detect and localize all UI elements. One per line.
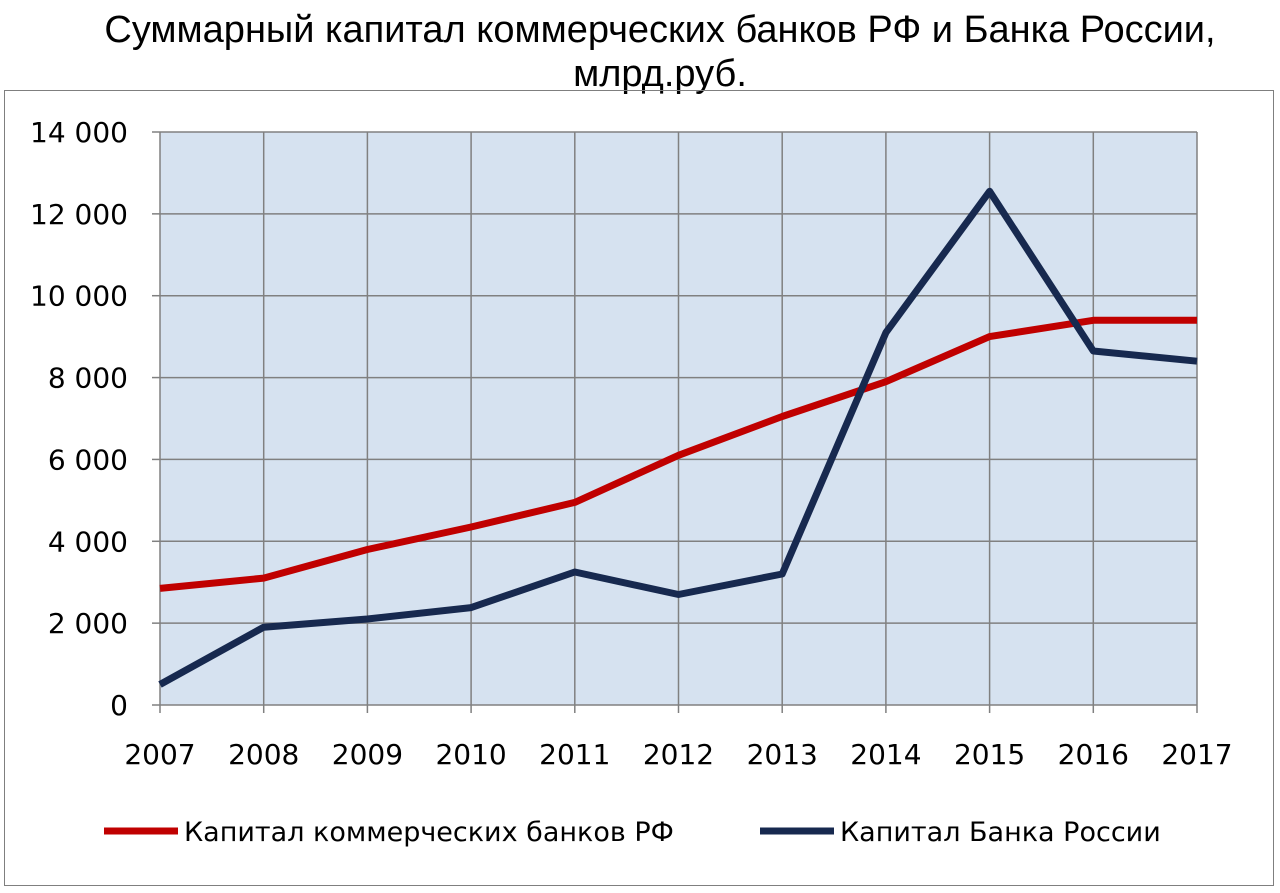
y-tick-label: 14 000 bbox=[30, 116, 128, 149]
y-tick-label: 0 bbox=[110, 689, 128, 722]
y-tick-label: 4 000 bbox=[48, 525, 128, 558]
x-tick-label: 2016 bbox=[1058, 738, 1129, 771]
chart-title-line2: млрд.руб. bbox=[573, 53, 747, 95]
legend-label-2: Капитал Банка России bbox=[840, 817, 1161, 848]
x-tick-label: 2017 bbox=[1161, 738, 1232, 771]
x-tick-label: 2010 bbox=[435, 738, 506, 771]
series-lines bbox=[158, 187, 1198, 688]
chart-title: Суммарный капитал коммерческих банков РФ… bbox=[0, 8, 1280, 96]
series-line-2 bbox=[158, 187, 1198, 688]
y-tick-label: 10 000 bbox=[30, 280, 128, 313]
axes bbox=[152, 131, 1198, 713]
x-tick-label: 2009 bbox=[332, 738, 403, 771]
y-tick-label: 2 000 bbox=[48, 607, 128, 640]
legend-label-1: Капитал коммерческих банков РФ bbox=[184, 817, 674, 848]
x-tick-label: 2014 bbox=[850, 738, 921, 771]
x-tick-label: 2012 bbox=[643, 738, 714, 771]
x-tick-label: 2013 bbox=[747, 738, 818, 771]
y-tick-label: 8 000 bbox=[48, 362, 128, 395]
legend: Капитал коммерческих банков РФ Капитал Ба… bbox=[104, 817, 1161, 848]
x-tick-label: 2011 bbox=[539, 738, 610, 771]
y-tick-label: 6 000 bbox=[48, 443, 128, 476]
chart-frame bbox=[4, 90, 1274, 886]
y-tick-labels: 0 2 000 4 000 6 000 8 000 10 000 12 000 14 000 bbox=[30, 116, 128, 722]
x-tick-label: 2007 bbox=[124, 738, 195, 771]
x-tick-label: 2008 bbox=[228, 738, 299, 771]
x-tick-labels: 2007 2008 2009 2010 2011 2012 2013 2014 2015 2016… bbox=[124, 738, 1232, 771]
y-tick-label: 12 000 bbox=[30, 198, 128, 231]
series-line-1 bbox=[159, 316, 1197, 592]
chart-title-line1: Суммарный капитал коммерческих банков РФ… bbox=[104, 9, 1216, 51]
x-tick-label: 2015 bbox=[954, 738, 1025, 771]
